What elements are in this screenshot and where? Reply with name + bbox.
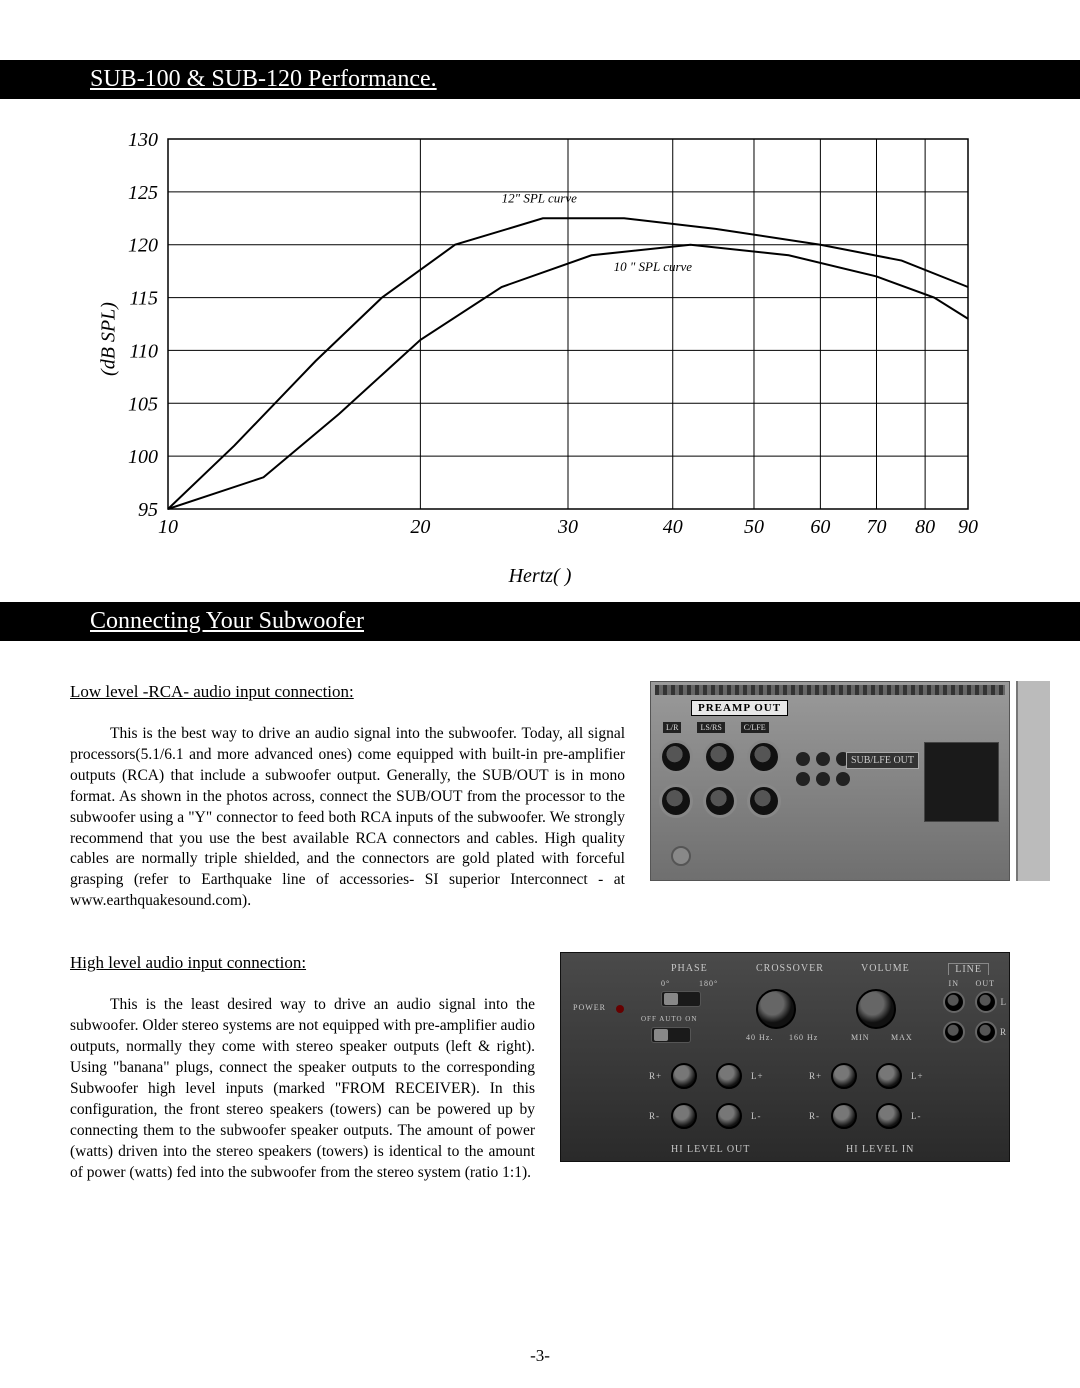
- section-banner-connecting: Connecting Your Subwoofer: [0, 602, 1080, 641]
- hi-level-in: HI LEVEL IN: [846, 1144, 914, 1155]
- svg-text:125: 125: [128, 182, 158, 204]
- low-level-heading: Low level -RCA- audio input connection:: [70, 681, 625, 704]
- post: [671, 1103, 697, 1129]
- volume-knob: [856, 989, 896, 1029]
- lp-out: L+: [751, 1071, 764, 1081]
- phase-label: PHASE: [671, 963, 708, 974]
- svg-text:20: 20: [410, 516, 430, 538]
- preamp-out-photo: PREAMP OUT L/R LS/RS C/LFE: [650, 681, 1010, 881]
- phase-180: 180°: [699, 979, 718, 988]
- svg-text:105: 105: [128, 393, 158, 415]
- rca-top-row: [659, 740, 781, 774]
- low-level-section: Low level -RCA- audio input connection: …: [70, 681, 1010, 912]
- ch-lsrs: LS/RS: [697, 722, 724, 733]
- line-r: R: [1000, 1027, 1007, 1037]
- svg-text:12" SPL curve: 12" SPL curve: [502, 190, 577, 205]
- line-out-lbl: OUT: [976, 979, 995, 988]
- ch-clfe: C/LFE: [741, 722, 769, 733]
- lm-in: L-: [911, 1111, 922, 1121]
- line-out-r: [975, 1021, 997, 1043]
- section-banner-performance: SUB-100 & SUB-120 Performance.: [0, 60, 1080, 99]
- line-label: LINE: [948, 963, 989, 975]
- lm-out: L-: [751, 1111, 762, 1121]
- hi-level-out: HI LEVEL OUT: [671, 1144, 750, 1155]
- x-axis-label: Hertz( ): [70, 565, 1010, 588]
- line-in-l: [943, 991, 965, 1013]
- svg-text:95: 95: [138, 499, 158, 521]
- low-level-paragraph: This is the best way to drive an audio s…: [70, 724, 625, 912]
- rp-in: R+: [809, 1071, 822, 1081]
- spl-chart: (dB SPL) 95 100 105 110 115 120 125 130 10 20 30 40…: [100, 129, 980, 549]
- svg-text:100: 100: [128, 446, 158, 468]
- rca-jack: [659, 740, 693, 774]
- svg-text:115: 115: [129, 288, 158, 310]
- svg-text:120: 120: [128, 235, 158, 257]
- svg-text:110: 110: [129, 340, 158, 362]
- svg-text:90: 90: [958, 516, 978, 538]
- post: [716, 1063, 742, 1089]
- channel-labels: L/R LS/RS C/LFE: [663, 722, 769, 733]
- lp-in: L+: [911, 1071, 924, 1081]
- rca-jack: [659, 784, 693, 818]
- dts-notice-box: [924, 742, 999, 822]
- svg-text:80: 80: [915, 516, 935, 538]
- svg-text:130: 130: [128, 129, 158, 151]
- post: [716, 1103, 742, 1129]
- line-out-l: [975, 991, 997, 1013]
- svg-text:40: 40: [663, 516, 683, 538]
- post: [671, 1063, 697, 1089]
- y-axis-label: (dB SPL): [97, 302, 120, 376]
- rca-bottom-row: [659, 784, 781, 818]
- subwoofer-back-panel-photo: PHASE CROSSOVER VOLUME LINE 0° 180° POWE…: [560, 952, 1010, 1162]
- page-number: -3-: [0, 1346, 1080, 1366]
- phase-0: 0°: [661, 979, 670, 988]
- crossover-knob: [756, 989, 796, 1029]
- svg-text:10 " SPL curve: 10 " SPL curve: [614, 259, 693, 274]
- rca-jack: [703, 740, 737, 774]
- post: [831, 1063, 857, 1089]
- crossover-label: CROSSOVER: [756, 963, 824, 974]
- preamp-out-label: PREAMP OUT: [691, 700, 788, 716]
- post: [876, 1063, 902, 1089]
- small-pins: [796, 752, 850, 786]
- svg-text:10: 10: [158, 516, 178, 538]
- power-switch: [651, 1027, 691, 1043]
- line-in-lbl: IN: [949, 979, 959, 988]
- rca-jack: [747, 784, 781, 818]
- line-in-r: [943, 1021, 965, 1043]
- svg-text:70: 70: [866, 516, 886, 538]
- high-level-section: High level audio input connection: This …: [70, 952, 1010, 1183]
- adjacent-unit-strip: [1016, 681, 1050, 881]
- high-level-heading: High level audio input connection:: [70, 952, 535, 975]
- screw: [671, 846, 691, 866]
- sub-lfe-label: SUB/LFE OUT: [846, 752, 919, 769]
- rca-jack: [703, 784, 737, 818]
- ch-lr: L/R: [663, 722, 681, 733]
- power-modes: OFF AUTO ON: [641, 1015, 697, 1023]
- power-led: [616, 1005, 624, 1013]
- post: [876, 1103, 902, 1129]
- post: [831, 1103, 857, 1129]
- rm-in: R-: [809, 1111, 820, 1121]
- svg-text:50: 50: [744, 516, 764, 538]
- volume-label: VOLUME: [861, 963, 910, 974]
- high-level-paragraph: This is the least desired way to drive a…: [70, 995, 535, 1183]
- rm-out: R-: [649, 1111, 660, 1121]
- chart-svg: 95 100 105 110 115 120 125 130 10 20 30 40 50 60 70 80 9…: [100, 129, 980, 549]
- rca-jack: [747, 740, 781, 774]
- line-l: L: [1001, 997, 1008, 1007]
- vol-max: MAX: [891, 1033, 913, 1042]
- svg-text:60: 60: [810, 516, 830, 538]
- phase-switch: [661, 991, 701, 1007]
- power-label: POWER: [573, 1003, 606, 1012]
- xo-lo: 40 Hz.: [746, 1033, 773, 1042]
- vol-min: MIN: [851, 1033, 870, 1042]
- rp-out: R+: [649, 1071, 662, 1081]
- svg-text:30: 30: [557, 516, 578, 538]
- xo-hi: 160 Hz: [789, 1033, 818, 1042]
- vent-strip: [655, 685, 1005, 695]
